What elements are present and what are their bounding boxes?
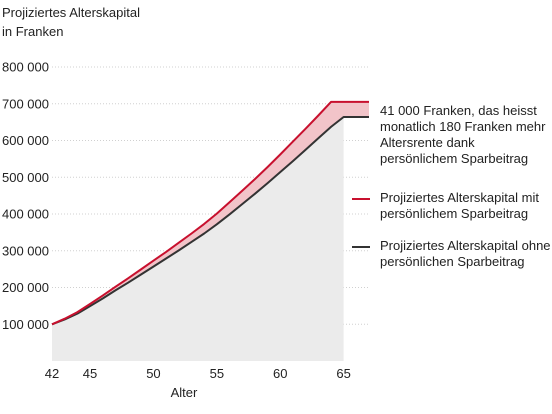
y-tick-label: 500 000 [2,170,49,185]
y-tick-label: 400 000 [2,207,49,222]
y-tick-labels: 100 000 200 000 300 000 400 000 500 000 600 0… [2,60,49,332]
y-axis-title-line-2: in Franken [2,24,64,39]
x-tick-label: 50 [146,366,160,381]
chart-lines [51,100,369,326]
x-tick-label: 55 [210,366,224,381]
capital-area [52,117,344,361]
x-axis-label: Alter [171,385,198,400]
x-tick-label: 42 [45,366,59,381]
legend-label-with: Projiziertes Alterskapital mit persönlic… [380,190,539,221]
y-axis-title-line-1: Projiziertes Alterskapital [2,5,140,20]
y-tick-label: 300 000 [2,243,49,258]
line-without-contribution [51,116,369,326]
legend-swatch-without [352,246,370,248]
legend-label-without: Projiziertes Alterskapital ohne persönli… [380,238,551,269]
y-tick-label: 700 000 [2,96,49,111]
line-with-contribution [51,100,369,326]
legend-swatch-with [352,198,370,200]
y-tick-label: 600 000 [2,133,49,148]
x-tick-labels: 42 45 50 55 60 65 [45,366,351,381]
x-tick-label: 45 [83,366,97,381]
chart-areas [52,101,369,361]
y-tick-label: 200 000 [2,280,49,295]
x-tick-label: 65 [336,366,350,381]
x-tick-label: 60 [273,366,287,381]
y-tick-label: 800 000 [2,60,49,75]
difference-band [52,101,369,325]
difference-annotation: 41 000 Franken, das heisst monatlich 180… [380,103,546,166]
y-tick-label: 100 000 [2,317,49,332]
y-axis-title: Projiziertes Alterskapital in Franken [2,3,140,41]
